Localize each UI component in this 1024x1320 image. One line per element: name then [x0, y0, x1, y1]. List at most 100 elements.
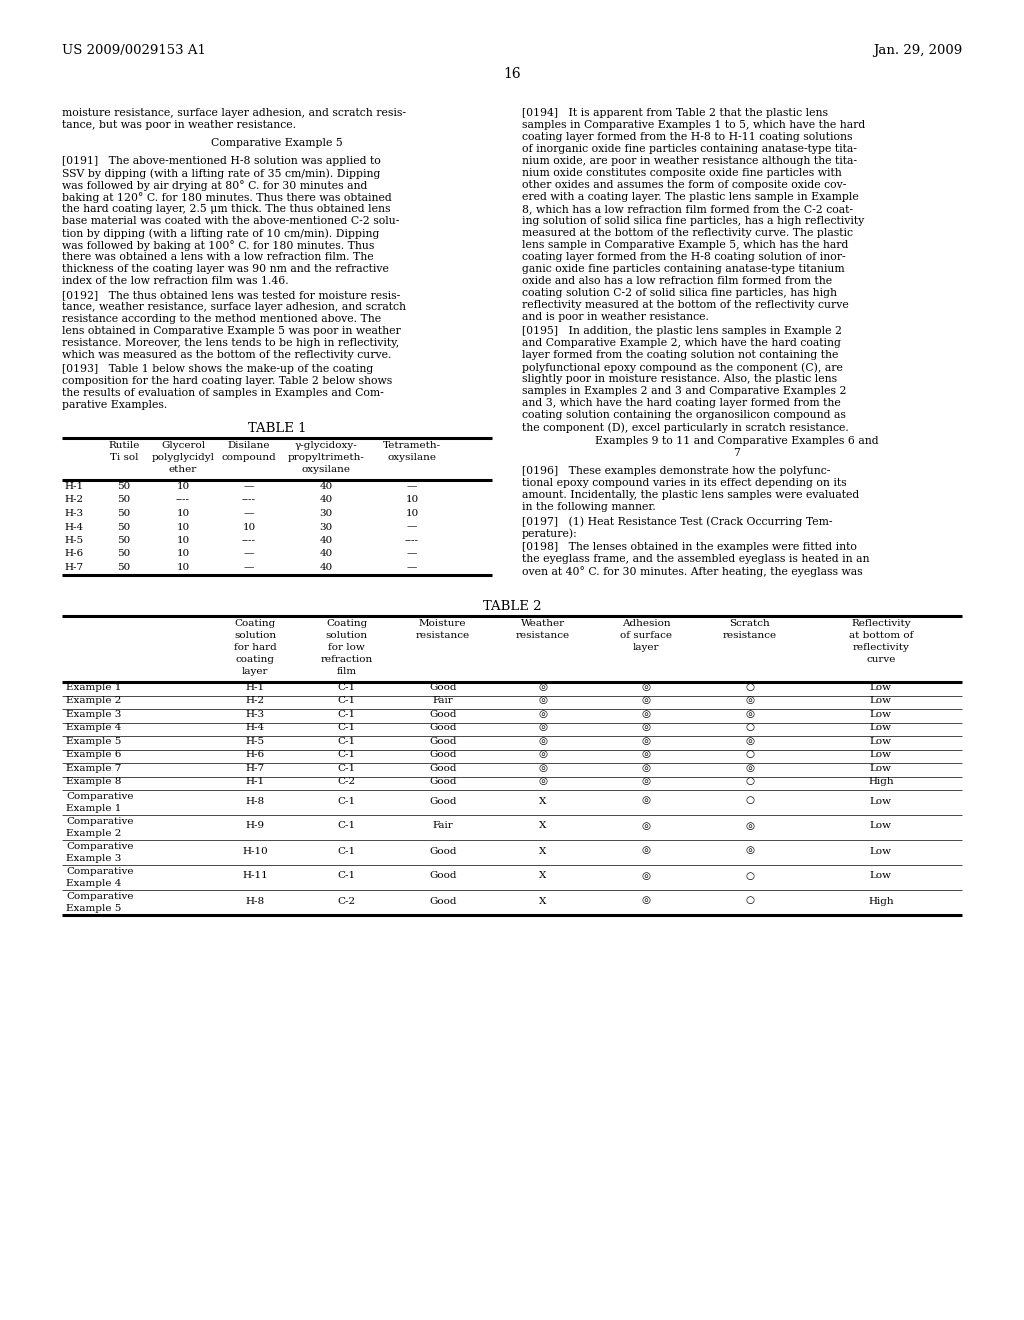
- Text: ◎: ◎: [539, 777, 548, 787]
- Text: Reflectivity: Reflectivity: [851, 619, 910, 628]
- Text: ◎: ◎: [539, 682, 548, 692]
- Text: 10: 10: [406, 510, 419, 517]
- Text: for hard: for hard: [233, 643, 276, 652]
- Text: High: High: [868, 896, 894, 906]
- Text: H-5: H-5: [246, 737, 265, 746]
- Text: and Comparative Example 2, which have the hard coating: and Comparative Example 2, which have th…: [522, 338, 841, 348]
- Text: γ-glycidoxy-: γ-glycidoxy-: [295, 441, 357, 450]
- Text: 50: 50: [118, 564, 131, 572]
- Text: the component (D), excel particularly in scratch resistance.: the component (D), excel particularly in…: [522, 422, 849, 433]
- Text: 10: 10: [176, 536, 189, 545]
- Text: layer: layer: [242, 667, 268, 676]
- Text: Example 1: Example 1: [66, 804, 122, 813]
- Text: resistance. Moreover, the lens tends to be high in reflectivity,: resistance. Moreover, the lens tends to …: [62, 338, 399, 348]
- Text: index of the low refraction film was 1.46.: index of the low refraction film was 1.4…: [62, 276, 289, 286]
- Text: ○: ○: [745, 723, 754, 733]
- Text: Good: Good: [429, 846, 457, 855]
- Text: the eyeglass frame, and the assembled eyeglass is heated in an: the eyeglass frame, and the assembled ey…: [522, 554, 869, 564]
- Text: Low: Low: [869, 696, 892, 705]
- Text: Example 6: Example 6: [66, 750, 122, 759]
- Text: Coating: Coating: [234, 619, 275, 628]
- Text: of inorganic oxide fine particles containing anatase-type tita-: of inorganic oxide fine particles contai…: [522, 144, 857, 154]
- Text: [0196]   These examples demonstrate how the polyfunc-: [0196] These examples demonstrate how th…: [522, 466, 830, 477]
- Text: [0191]   The above-mentioned H-8 solution was applied to: [0191] The above-mentioned H-8 solution …: [62, 156, 381, 166]
- Text: Low: Low: [869, 723, 892, 733]
- Text: oven at 40° C. for 30 minutes. After heating, the eyeglass was: oven at 40° C. for 30 minutes. After hea…: [522, 566, 862, 577]
- Text: [0193]   Table 1 below shows the make-up of the coating: [0193] Table 1 below shows the make-up o…: [62, 364, 374, 374]
- Text: 8, which has a low refraction film formed from the C-2 coat-: 8, which has a low refraction film forme…: [522, 205, 853, 214]
- Text: ◎: ◎: [642, 846, 651, 855]
- Text: ----: ----: [406, 536, 419, 545]
- Text: H-4: H-4: [63, 523, 83, 532]
- Text: of surface: of surface: [621, 631, 673, 640]
- Text: ether: ether: [169, 465, 198, 474]
- Text: Disilane: Disilane: [227, 441, 270, 450]
- Text: coating: coating: [236, 655, 274, 664]
- Text: —: —: [407, 482, 417, 491]
- Text: C-1: C-1: [338, 796, 355, 805]
- Text: Examples 9 to 11 and Comparative Examples 6 and: Examples 9 to 11 and Comparative Example…: [595, 436, 879, 446]
- Text: C-1: C-1: [338, 764, 355, 772]
- Text: [0197]   (1) Heat Resistance Test (Crack Occurring Tem-: [0197] (1) Heat Resistance Test (Crack O…: [522, 516, 833, 527]
- Text: [0198]   The lenses obtained in the examples were fitted into: [0198] The lenses obtained in the exampl…: [522, 543, 857, 552]
- Text: ○: ○: [745, 871, 754, 880]
- Text: 10: 10: [176, 510, 189, 517]
- Text: resistance: resistance: [723, 631, 776, 640]
- Text: and 3, which have the hard coating layer formed from the: and 3, which have the hard coating layer…: [522, 399, 841, 408]
- Text: Good: Good: [429, 682, 457, 692]
- Text: Fair: Fair: [432, 696, 453, 705]
- Text: ----: ----: [242, 536, 256, 545]
- Text: parative Examples.: parative Examples.: [62, 400, 167, 411]
- Text: ○: ○: [745, 777, 754, 787]
- Text: H-7: H-7: [246, 764, 265, 772]
- Text: tion by dipping (with a lifting rate of 10 cm/min). Dipping: tion by dipping (with a lifting rate of …: [62, 228, 379, 239]
- Text: H-2: H-2: [246, 696, 265, 705]
- Text: [0195]   In addition, the plastic lens samples in Example 2: [0195] In addition, the plastic lens sam…: [522, 326, 842, 337]
- Text: solution: solution: [234, 631, 276, 640]
- Text: ◎: ◎: [642, 821, 651, 830]
- Text: resistance: resistance: [416, 631, 470, 640]
- Text: oxysilane: oxysilane: [301, 465, 350, 474]
- Text: Glycerol: Glycerol: [161, 441, 205, 450]
- Text: Good: Good: [429, 896, 457, 906]
- Text: 40: 40: [319, 536, 333, 545]
- Text: ◎: ◎: [745, 710, 754, 719]
- Text: samples in Examples 2 and 3 and Comparative Examples 2: samples in Examples 2 and 3 and Comparat…: [522, 385, 847, 396]
- Text: X: X: [540, 796, 547, 805]
- Text: ◎: ◎: [745, 737, 754, 746]
- Text: film: film: [337, 667, 356, 676]
- Text: Comparative Example 5: Comparative Example 5: [211, 139, 343, 148]
- Text: compound: compound: [221, 453, 276, 462]
- Text: curve: curve: [866, 655, 896, 664]
- Text: H-5: H-5: [63, 536, 83, 545]
- Text: amount. Incidentally, the plastic lens samples were evaluated: amount. Incidentally, the plastic lens s…: [522, 490, 859, 500]
- Text: ◎: ◎: [745, 821, 754, 830]
- Text: Good: Good: [429, 777, 457, 787]
- Text: —: —: [407, 564, 417, 572]
- Text: Comparative: Comparative: [66, 842, 133, 851]
- Text: nium oxide constitutes composite oxide fine particles with: nium oxide constitutes composite oxide f…: [522, 168, 842, 178]
- Text: ◎: ◎: [539, 737, 548, 746]
- Text: tance, weather resistance, surface layer adhesion, and scratch: tance, weather resistance, surface layer…: [62, 302, 406, 312]
- Text: in the following manner.: in the following manner.: [522, 502, 655, 512]
- Text: X: X: [540, 821, 547, 830]
- Text: Good: Good: [429, 737, 457, 746]
- Text: measured at the bottom of the reflectivity curve. The plastic: measured at the bottom of the reflectivi…: [522, 228, 853, 238]
- Text: ◎: ◎: [539, 710, 548, 719]
- Text: —: —: [244, 549, 254, 558]
- Text: 50: 50: [118, 495, 131, 504]
- Text: Low: Low: [869, 764, 892, 772]
- Text: resistance: resistance: [516, 631, 570, 640]
- Text: perature):: perature):: [522, 528, 578, 539]
- Text: High: High: [868, 777, 894, 787]
- Text: solution: solution: [326, 631, 368, 640]
- Text: Example 4: Example 4: [66, 723, 122, 733]
- Text: ◎: ◎: [539, 723, 548, 733]
- Text: nium oxide, are poor in weather resistance although the tita-: nium oxide, are poor in weather resistan…: [522, 156, 857, 166]
- Text: 10: 10: [176, 549, 189, 558]
- Text: TABLE 2: TABLE 2: [482, 601, 542, 612]
- Text: ◎: ◎: [642, 777, 651, 787]
- Text: Jan. 29, 2009: Jan. 29, 2009: [872, 44, 962, 57]
- Text: slightly poor in moisture resistance. Also, the plastic lens: slightly poor in moisture resistance. Al…: [522, 374, 838, 384]
- Text: Good: Good: [429, 796, 457, 805]
